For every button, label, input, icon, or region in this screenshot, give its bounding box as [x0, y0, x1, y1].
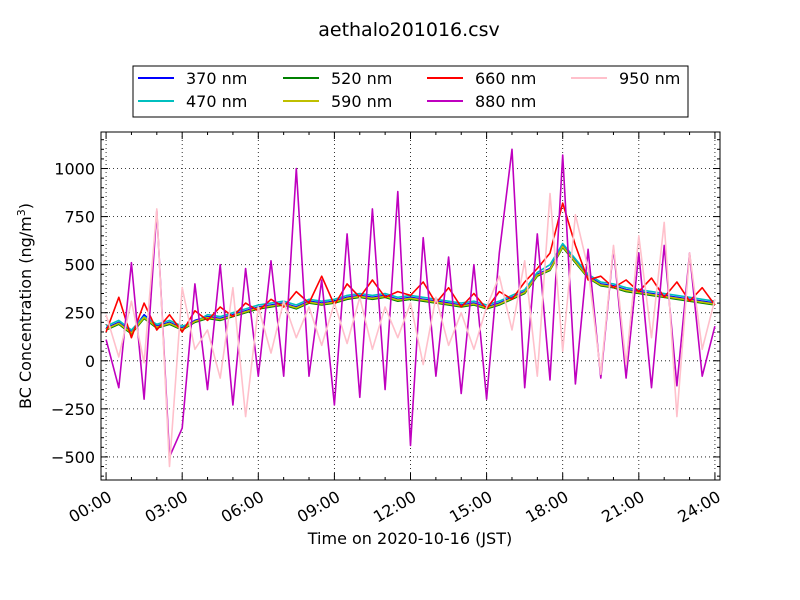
legend-label: 370 nm [186, 69, 247, 88]
x-tick-label: 24:00 [674, 487, 723, 527]
legend-label: 880 nm [475, 92, 536, 111]
series-line [105, 245, 716, 334]
x-tick-label: 09:00 [294, 487, 343, 527]
x-tick-label: 18:00 [522, 487, 571, 527]
series-layer [105, 148, 716, 468]
legend-label: 660 nm [475, 69, 536, 88]
series-line [105, 244, 716, 333]
y-tick-label: 250 [64, 304, 95, 323]
y-tick-label: −250 [51, 400, 95, 419]
legend-label: 950 nm [619, 69, 680, 88]
y-tick-label: 750 [64, 208, 95, 227]
x-tick-label: 06:00 [218, 487, 267, 527]
y-tick-label: 0 [85, 352, 95, 371]
x-tick-label: 12:00 [370, 487, 419, 527]
legend-label: 520 nm [331, 69, 392, 88]
legend-frame [132, 65, 689, 118]
y-tick-label: 1000 [54, 160, 95, 179]
x-tick-label: 15:00 [446, 487, 495, 527]
y-axis-label-main: BC Concentration (ng/m [16, 216, 35, 409]
series-line [105, 192, 716, 468]
chart-title: aethalo201016.csv [318, 19, 500, 41]
series-line [105, 202, 716, 339]
y-axis-label-tail: ) [16, 203, 35, 209]
x-axis-label: Time on 2020-10-16 (JST) [307, 529, 512, 548]
y-axis-label-sup: 3 [15, 209, 28, 216]
legend-label: 470 nm [186, 92, 247, 111]
x-tick-label: 21:00 [598, 487, 647, 527]
y-axis-label: BC Concentration (ng/m3) [15, 203, 36, 409]
x-tick-label: 00:00 [66, 487, 115, 527]
y-tick-label: 500 [64, 256, 95, 275]
y-tick-label: −500 [51, 448, 95, 467]
legend: 370 nm 470 nm 520 nm 590 nm 660 nm 880 nm 950 … [132, 65, 689, 118]
x-tick-label: 03:00 [142, 487, 191, 527]
legend-label: 590 nm [331, 92, 392, 111]
